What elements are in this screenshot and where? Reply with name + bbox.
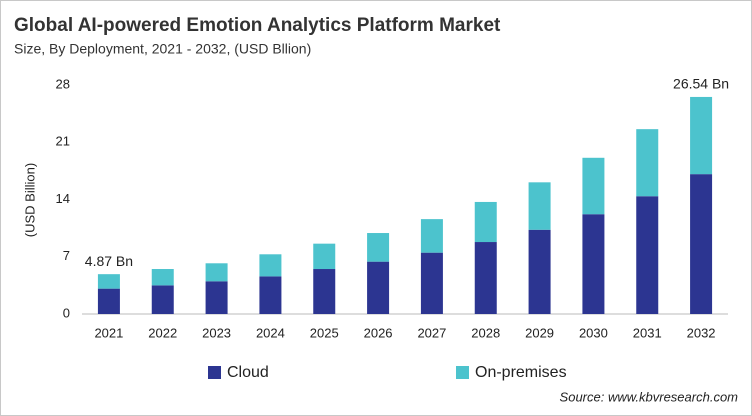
bar-segment (582, 157, 605, 215)
bar-segment (528, 182, 551, 230)
bar-segment (474, 242, 497, 314)
x-tick-label: 2021 (94, 325, 123, 340)
bar-segment (690, 174, 713, 314)
source: Source: www.kbvresearch.com (560, 389, 739, 404)
bar-segment (313, 269, 336, 314)
bar-segment (582, 214, 605, 314)
x-tick-label: 2023 (202, 325, 231, 340)
x-tick-label: 2025 (310, 325, 339, 340)
bar-segment (205, 263, 228, 282)
bar-segment (420, 219, 443, 253)
bar-segment (690, 96, 713, 175)
bar-segment (151, 269, 174, 286)
bar-segment (367, 261, 390, 314)
y-tick-label: 21 (56, 134, 70, 149)
legend-swatch (208, 366, 221, 379)
x-tick-label: 2024 (256, 325, 285, 340)
bar-segment (97, 274, 120, 289)
bar-segment (205, 281, 228, 314)
x-tick-label: 2031 (633, 325, 662, 340)
legend-label: Cloud (227, 364, 269, 381)
bar-segment (97, 288, 120, 314)
x-tick-label: 2026 (364, 325, 393, 340)
bar-segment (259, 254, 282, 277)
bar-segment (367, 233, 390, 262)
legend-swatch (456, 366, 469, 379)
chart-title: Global AI-powered Emotion Analytics Plat… (14, 15, 501, 36)
x-tick-label: 2032 (687, 325, 716, 340)
bar-segment (151, 285, 174, 314)
bar-segment (420, 252, 443, 314)
x-tick-label: 2029 (525, 325, 554, 340)
bar-segment (259, 276, 282, 314)
bar-segment (528, 229, 551, 314)
x-tick-label: 2028 (471, 325, 500, 340)
x-tick-label: 2027 (417, 325, 446, 340)
total-label: 4.87 Bn (85, 253, 133, 269)
bar-segment (636, 129, 659, 197)
y-tick-label: 28 (56, 76, 70, 91)
chart-subtitle: Size, By Deployment, 2021 - 2032, (USD B… (14, 41, 311, 57)
y-tick-label: 14 (56, 191, 70, 206)
bar-segment (313, 243, 336, 270)
y-tick-label: 7 (63, 248, 70, 263)
bar-segment (474, 201, 497, 243)
x-tick-label: 2030 (579, 325, 608, 340)
total-label: 26.54 Bn (673, 76, 729, 92)
y-axis-label: (USD Billion) (22, 163, 37, 237)
y-tick-label: 0 (63, 305, 70, 320)
bar-segment (636, 196, 659, 314)
legend-label: On-premises (475, 364, 567, 381)
x-tick-label: 2022 (148, 325, 177, 340)
